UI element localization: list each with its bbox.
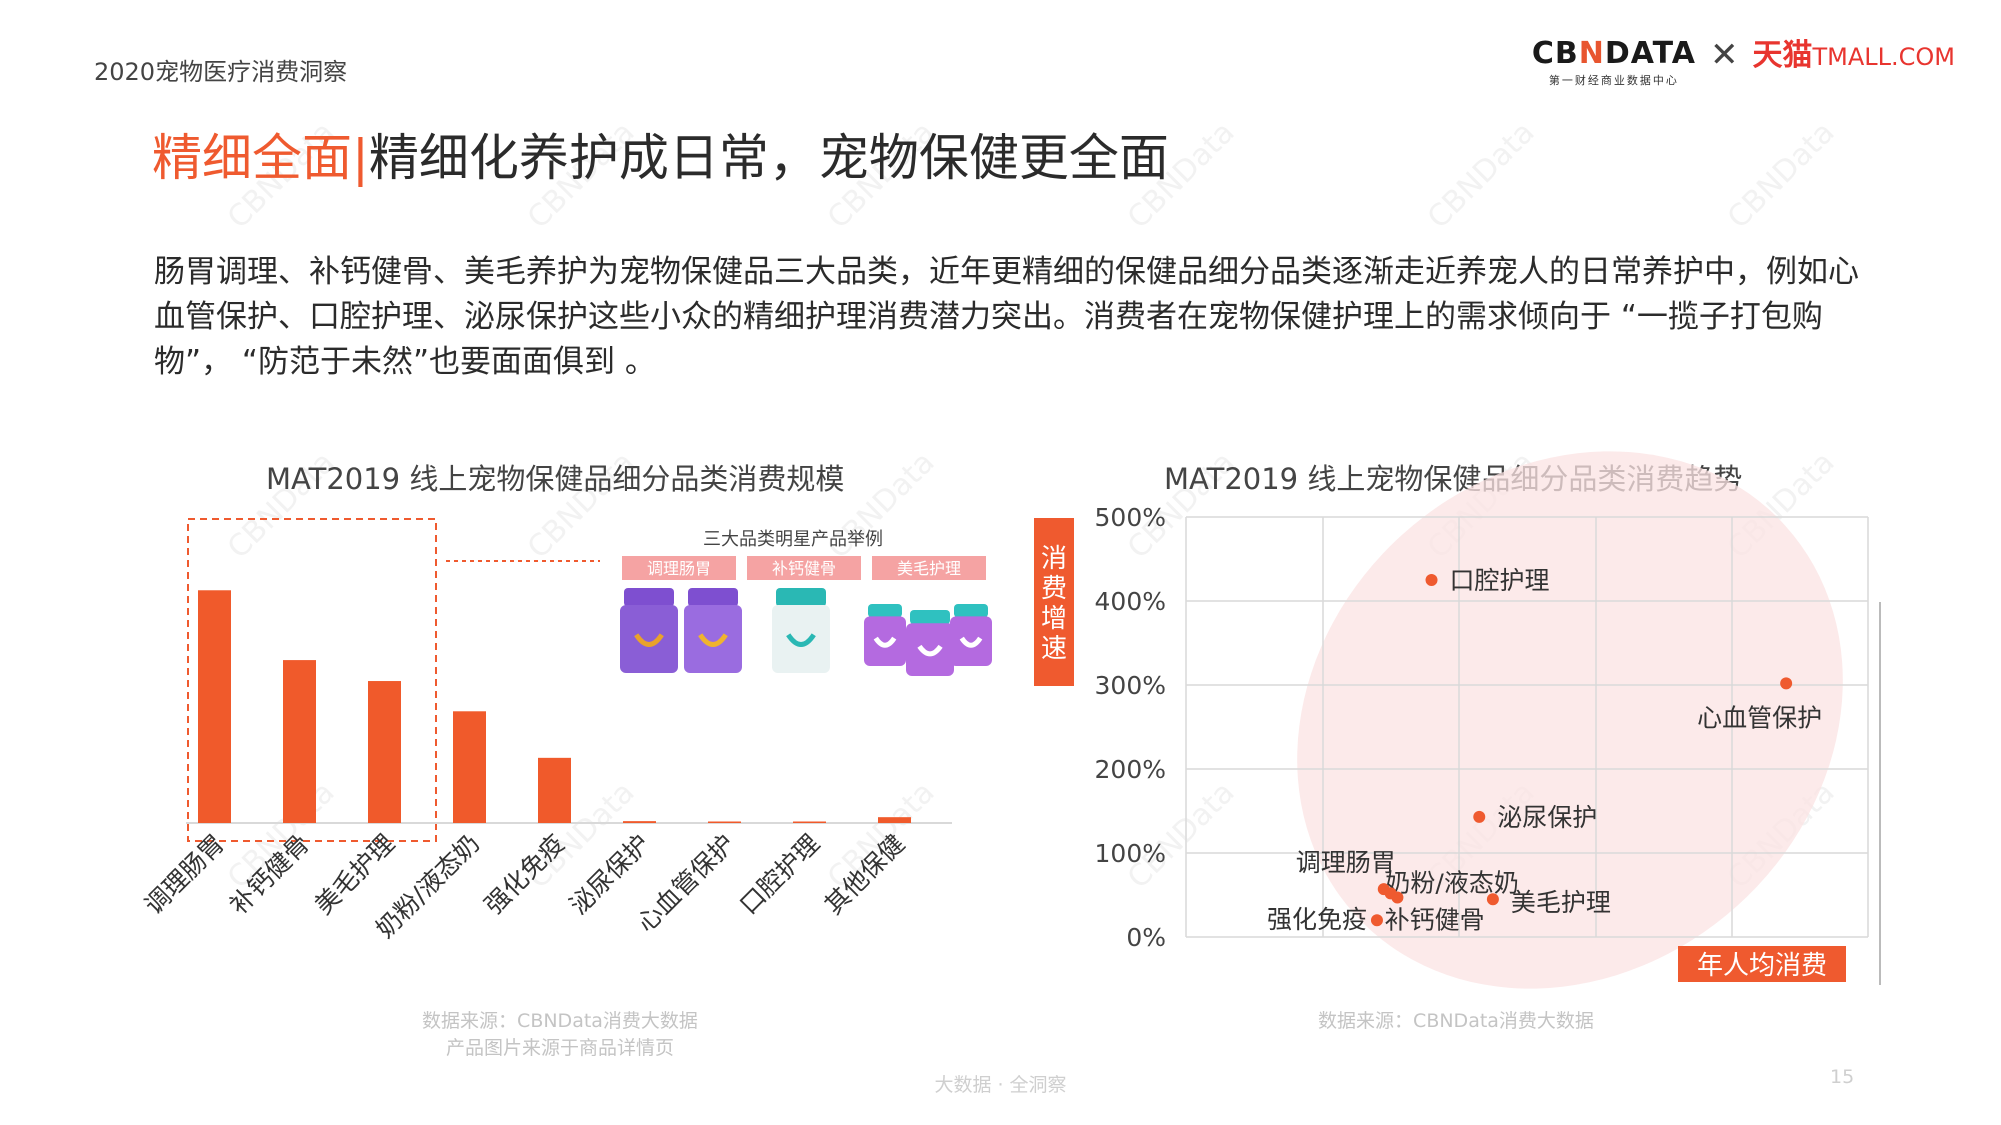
product-jar-image xyxy=(950,604,992,666)
bar-6 xyxy=(623,821,656,823)
scatter-point xyxy=(1486,893,1499,906)
scatter-point xyxy=(1780,677,1793,690)
cbndata-logo-subtitle: 第一财经商业数据中心 xyxy=(1548,74,1679,87)
tmall-logo: 天猫TMALL.COM xyxy=(1752,38,1955,75)
bar-category-label: 调理肠胃 xyxy=(139,829,230,920)
scatter-point-label: 美毛护理 xyxy=(1511,888,1611,917)
document-label: 2020宠物医疗消费洞察 xyxy=(94,58,348,86)
y-axis-label-box xyxy=(1034,518,1074,686)
cbndata-logo-accent-letter: N xyxy=(1578,36,1605,71)
bar-category-label: 其他保健 xyxy=(819,829,910,920)
x-axis-label: 年人均消费 xyxy=(1697,951,1827,981)
bar-3 xyxy=(368,681,401,823)
scatter-point-label: 调理肠胃 xyxy=(1296,848,1396,877)
bar-1 xyxy=(198,590,231,823)
cbndata-logo: CBNDATA 第一财经商业数据中心 xyxy=(1532,38,1696,88)
bar-category-label: 补钙健骨 xyxy=(224,829,315,920)
bar-category-label: 强化免疫 xyxy=(479,829,570,920)
inset-title: 三大品类明星产品举例 xyxy=(703,529,883,550)
scatter-point xyxy=(1473,810,1486,823)
bar-chart: 调理肠胃补钙健骨美毛护理奶粉/液态奶强化免疫泌尿保护心血管保护口腔护理其他保健三… xyxy=(139,518,992,944)
product-jar-image xyxy=(906,610,954,676)
times-icon: ✕ xyxy=(1709,35,1739,75)
inset-tag xyxy=(747,556,861,580)
bar-9 xyxy=(878,817,911,823)
highlight-ellipse xyxy=(1297,451,1843,989)
bar-category-label: 口腔护理 xyxy=(734,829,825,920)
inset-tag-label: 调理肠胃 xyxy=(647,559,711,578)
scatter-point xyxy=(1384,887,1397,900)
y-tick-label: 500% xyxy=(1095,503,1166,532)
footer-tagline: 大数据 · 全洞察 xyxy=(934,1074,1067,1096)
tmall-logo-en: TMALL.COM xyxy=(1812,43,1955,71)
inset-tag xyxy=(872,556,986,580)
y-tick-label: 0% xyxy=(1126,923,1166,952)
tmall-logo-cn: 天猫 xyxy=(1752,38,1813,73)
y-tick-label: 200% xyxy=(1095,755,1166,784)
bar-7 xyxy=(708,821,741,823)
y-tick-label: 300% xyxy=(1095,671,1166,700)
scatter-point-label: 补钙健骨 xyxy=(1385,905,1485,934)
inset-tag-label: 美毛护理 xyxy=(897,559,961,578)
scatter-point-label: 强化免疫 xyxy=(1267,905,1367,934)
y-tick-label: 400% xyxy=(1095,587,1166,616)
inset-tag xyxy=(622,556,736,580)
scatter-point xyxy=(1370,914,1383,927)
page-title: 精细全面|精细化养护成日常，宠物保健更全面 xyxy=(152,126,1169,190)
scatter-point-label: 奶粉/液态奶 xyxy=(1385,869,1518,898)
title-separator: | xyxy=(352,129,369,187)
bar-5 xyxy=(538,757,571,823)
bar-source-line1: 数据来源：CBNData消费大数据 xyxy=(422,1010,698,1032)
bar-8 xyxy=(793,821,826,823)
inset-tag-label: 补钙健骨 xyxy=(772,559,836,578)
scatter-point-label: 泌尿保护 xyxy=(1497,803,1597,832)
bar-highlight-box xyxy=(187,518,437,842)
product-jar-image xyxy=(620,588,678,673)
bar-source-line2: 产品图片来源于商品详情页 xyxy=(445,1037,674,1059)
y-axis-label-char: 速 xyxy=(1041,634,1067,664)
bar-chart-title: MAT2019 线上宠物保健品细分品类消费规模 xyxy=(266,462,845,496)
cbndata-logo-word: CBNDATA xyxy=(1531,36,1696,71)
scatter-point-label: 口腔护理 xyxy=(1450,566,1550,595)
brand-logos: CBNDATA 第一财经商业数据中心 ✕ 天猫TMALL.COM xyxy=(1532,38,1955,92)
product-jar-image xyxy=(772,588,830,673)
bar-4 xyxy=(453,711,486,823)
bar-chart-source: 数据来源：CBNData消费大数据 产品图片来源于商品详情页 xyxy=(340,1006,780,1060)
y-axis-label-char: 增 xyxy=(1041,604,1067,634)
page-number: 15 xyxy=(1830,1066,1855,1088)
y-tick-label: 100% xyxy=(1095,839,1166,868)
product-jar-image xyxy=(684,588,742,673)
title-rest: 精细化养护成日常，宠物保健更全面 xyxy=(368,129,1169,187)
y-axis-label-char: 消 xyxy=(1041,544,1067,574)
summary-paragraph: 肠胃调理、补钙健骨、美毛养护为宠物保健品三大品类，近年更精细的保健品细分品类逐渐… xyxy=(154,254,1859,380)
title-highlight: 精细全面 xyxy=(152,129,352,187)
product-jar-image xyxy=(864,604,906,666)
scatter-point-label: 心血管保护 xyxy=(1697,703,1822,732)
scatter-chart-source: 数据来源：CBNData消费大数据 xyxy=(1318,1010,1594,1032)
y-axis-label-char: 费 xyxy=(1041,574,1067,604)
scatter-point xyxy=(1425,574,1438,586)
bar-2 xyxy=(283,660,316,823)
x-axis-label-box xyxy=(1678,946,1846,982)
